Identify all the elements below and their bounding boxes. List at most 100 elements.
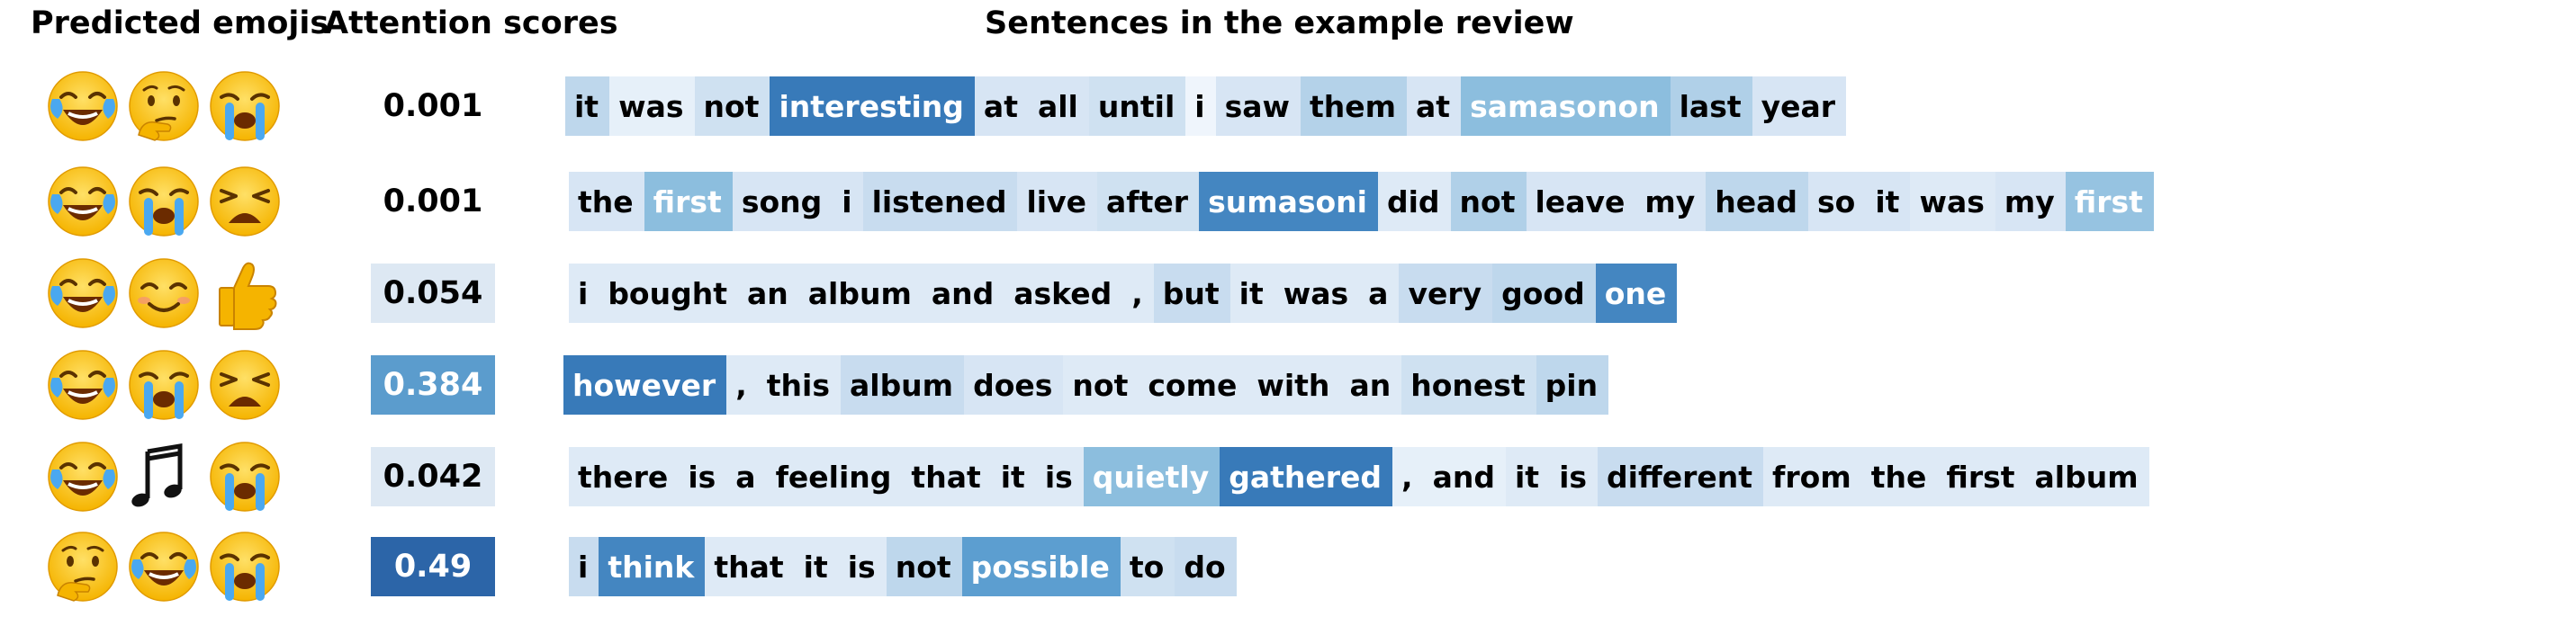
- sentence-token: album: [798, 264, 923, 323]
- sentence-token: i: [1185, 76, 1216, 136]
- sentence-token: first: [644, 172, 733, 231]
- sentence-token: leave: [1526, 172, 1636, 231]
- loudly-crying-face-icon: [207, 68, 283, 144]
- sentence-token: this: [757, 355, 841, 415]
- sentence-token: an: [1340, 355, 1402, 415]
- sentence-token: is: [679, 447, 727, 506]
- sentence-token: come: [1139, 355, 1248, 415]
- smiling-face-icon: [126, 255, 202, 331]
- loudly-crying-face-icon: [207, 439, 283, 514]
- sentence-token: not: [1450, 172, 1527, 231]
- sentence-token: so: [1808, 172, 1867, 231]
- review-sentence: there is a feeling that it is quietly gathered, a…: [569, 447, 2149, 506]
- sentence-token: quietly: [1083, 447, 1220, 506]
- face-with-tears-of-joy-icon: [45, 347, 121, 423]
- sentence-token: and: [922, 264, 1005, 323]
- review-sentence: it was not interesting at all until i saw them at s…: [565, 76, 1847, 136]
- sentence-token: good: [1492, 264, 1596, 323]
- face-with-tears-of-joy-icon: [45, 68, 121, 144]
- sentence-token: bought: [599, 264, 738, 323]
- sentence-token: honest: [1401, 355, 1536, 415]
- sentence-token: all: [1028, 76, 1089, 136]
- sentence-token: to: [1120, 537, 1175, 596]
- sentence-token: i: [569, 264, 599, 323]
- sentence-token: a: [1359, 264, 1400, 323]
- sentence-token: there: [569, 447, 680, 506]
- attention-score: 0.001: [371, 76, 495, 136]
- face-with-tears-of-joy-icon: [45, 439, 121, 514]
- attention-score: 0.042: [371, 447, 495, 506]
- sentence-token: last: [1670, 76, 1752, 136]
- predicted-emoji-group: [45, 59, 297, 153]
- sentence-token: i: [569, 537, 599, 596]
- sentence-token: samasonon: [1461, 76, 1671, 136]
- predicted-emojis-header: Predicted emojis: [31, 5, 329, 41]
- sentence-token: listened: [862, 172, 1018, 231]
- sentence-token: my: [1635, 172, 1707, 231]
- sentence-token: that: [902, 447, 992, 506]
- sentence-token: song: [732, 172, 833, 231]
- review-sentence: the first song i listened live after sumasoni di…: [569, 172, 2154, 231]
- attention-score: 0.054: [371, 264, 495, 323]
- review-sentence: i think that it is not possible to do: [569, 537, 1237, 596]
- sentence-token: different: [1598, 447, 1764, 506]
- sentence-token: and: [1423, 447, 1506, 506]
- sentence-token: ,: [1122, 264, 1154, 323]
- predicted-emoji-group: [45, 246, 297, 340]
- attention-score: 0.49: [371, 537, 495, 596]
- sentence-token: very: [1399, 264, 1493, 323]
- sentence-token: is: [1035, 447, 1084, 506]
- sentence-token: possible: [961, 537, 1121, 596]
- face-with-tears-of-joy-icon: [45, 255, 121, 331]
- predicted-emoji-group: [45, 338, 297, 432]
- sentence-token: it: [1505, 447, 1551, 506]
- sentence-token: year: [1752, 76, 1847, 136]
- sentence-token: at: [1407, 76, 1462, 136]
- sentence-token: asked: [1004, 264, 1123, 323]
- sentence-token: first: [2065, 172, 2154, 231]
- sentence-token: one: [1595, 264, 1678, 323]
- predicted-emoji-group: [45, 155, 297, 248]
- sentence-token: however: [563, 355, 727, 415]
- sentence-token: not: [886, 537, 962, 596]
- sentence-token: was: [609, 76, 695, 136]
- sentence-token: from: [1763, 447, 1862, 506]
- sentence-token: it: [794, 537, 839, 596]
- sentence-token: pin: [1536, 355, 1609, 415]
- attention-scores-header: Attention scores: [324, 5, 618, 41]
- sentence-token: head: [1706, 172, 1809, 231]
- attention-score: 0.001: [371, 172, 495, 231]
- sentence-token: the: [1861, 447, 1938, 506]
- sentence-token: album: [2025, 447, 2149, 506]
- sentence-token: gathered: [1220, 447, 1393, 506]
- sentence-token: not: [694, 76, 770, 136]
- musical-notes-icon: [126, 439, 202, 514]
- sentence-token: it: [565, 76, 610, 136]
- sentence-token: not: [1063, 355, 1139, 415]
- sentence-token: a: [726, 447, 767, 506]
- attention-score: 0.384: [371, 355, 495, 415]
- sentence-token: interesting: [770, 76, 975, 136]
- review-sentence: however, this album does not come with an honest…: [563, 355, 1609, 415]
- sentence-token: do: [1175, 537, 1237, 596]
- face-with-tears-of-joy-icon: [45, 164, 121, 239]
- sentence-token: until: [1088, 76, 1186, 136]
- sentence-token: saw: [1215, 76, 1301, 136]
- sentence-token: it: [991, 447, 1036, 506]
- sentence-token: with: [1247, 355, 1341, 415]
- sentence-token: them: [1300, 76, 1408, 136]
- sentence-token: i: [833, 172, 863, 231]
- sentence-token: at: [974, 76, 1029, 136]
- sentence-token: sumasoni: [1199, 172, 1378, 231]
- sentence-token: album: [840, 355, 965, 415]
- sentence-token: did: [1377, 172, 1451, 231]
- sentence-token: first: [1937, 447, 2026, 506]
- sentence-token: was: [1274, 264, 1360, 323]
- review-sentence: i bought an album and asked, but it was a very good…: [569, 264, 1678, 323]
- sentence-token: is: [838, 537, 887, 596]
- sentence-token: an: [738, 264, 799, 323]
- predicted-emoji-group: [45, 520, 297, 613]
- sentence-token: but: [1153, 264, 1230, 323]
- sentence-token: it: [1229, 264, 1274, 323]
- thinking-face-icon: [45, 529, 121, 604]
